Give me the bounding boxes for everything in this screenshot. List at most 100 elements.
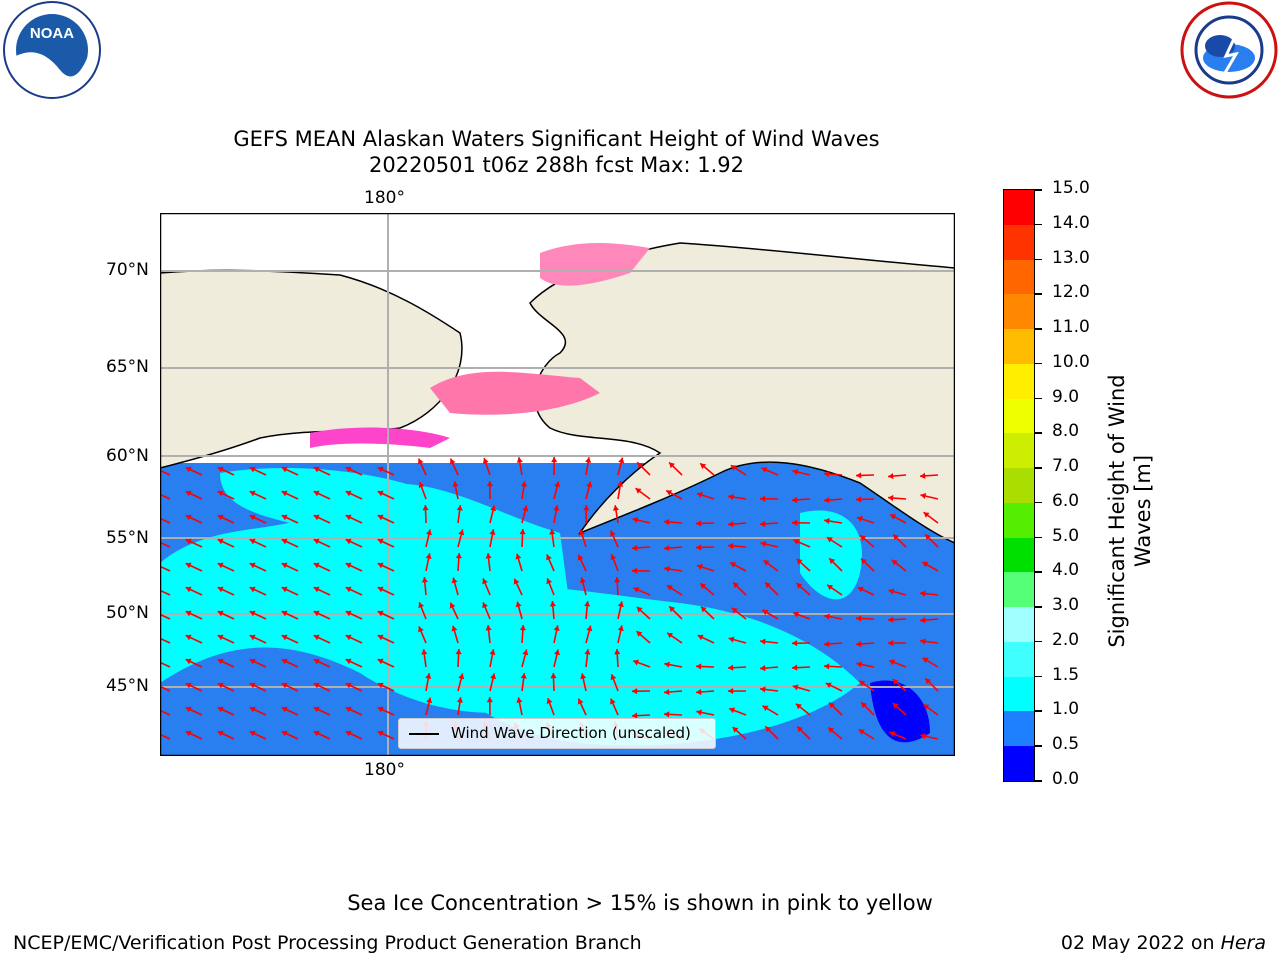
colorbar-segment [1004, 294, 1034, 330]
wind-wave-arrowhead [449, 458, 456, 465]
colorbar-tick-mark [1035, 467, 1042, 469]
colorbar-segment [1004, 189, 1034, 225]
wind-wave-arrowhead [888, 639, 894, 647]
wind-wave-arrowhead [856, 472, 862, 479]
wind-wave-arrowhead [762, 609, 769, 616]
wind-wave-arrowhead [696, 709, 703, 716]
wind-wave-arrowhead [632, 517, 639, 524]
wind-wave-arrowhead [458, 673, 465, 680]
wind-wave-arrowhead [417, 458, 424, 465]
colorbar-segment [1004, 537, 1034, 573]
colorbar-tick-mark [1035, 606, 1042, 608]
wind-wave-arrowhead [185, 514, 192, 521]
wind-wave-arrowhead [730, 465, 737, 471]
wind-wave-arrowhead [313, 706, 320, 713]
wind-wave-arrowhead [667, 632, 674, 639]
wind-wave-arrowhead [889, 659, 896, 666]
wind-wave-arrowhead [482, 457, 489, 464]
lon-label-top: 180° [364, 188, 405, 208]
wind-wave-arrowhead [313, 466, 320, 473]
wind-wave-arrowhead [185, 586, 192, 593]
wind-wave-arrowhead [729, 707, 736, 714]
wind-wave-arrowhead [893, 534, 899, 541]
wind-wave-arrowhead [636, 606, 643, 613]
map-legend: Wind Wave Direction (unscaled) [398, 718, 716, 749]
wind-wave-arrowhead [345, 466, 352, 473]
wind-wave-arrowhead [520, 673, 527, 679]
wind-wave-arrowhead [609, 698, 616, 705]
wind-wave-arrowhead [519, 529, 526, 535]
wind-wave-arrowhead [700, 606, 707, 613]
map-canvas [153, 212, 956, 757]
wind-wave-arrowhead [760, 665, 766, 672]
colorbar-segment [1004, 676, 1034, 712]
colorbar-segment [1004, 259, 1034, 295]
wind-wave-arrowhead [585, 457, 592, 463]
wind-wave-arrowhead [345, 730, 352, 737]
wind-wave-arrowhead [633, 659, 640, 666]
wind-wave-arrowhead [185, 706, 192, 713]
wind-wave-arrowhead [513, 578, 520, 585]
wind-wave-arrowhead [856, 640, 862, 648]
wind-wave-arrowhead [728, 542, 734, 550]
wind-wave-arrowhead [345, 490, 352, 497]
wind-wave-arrowhead [824, 470, 830, 478]
graticule [160, 213, 955, 756]
colorbar-tick-label: 4.0 [1052, 560, 1080, 581]
wind-wave-arrowhead [249, 514, 256, 521]
wind-wave-arrowhead [827, 584, 834, 591]
wind-wave-arrowhead [522, 649, 529, 656]
date-text: 02 May 2022 on Hera [1061, 932, 1266, 954]
wind-wave-arrowhead [377, 610, 384, 617]
wind-wave-arrowhead [584, 601, 591, 607]
wind-wave-arrowhead [313, 562, 320, 569]
wind-wave-arrowhead [760, 495, 766, 502]
wind-wave-arrowhead [249, 634, 256, 641]
colorbar-tick-mark [1035, 293, 1042, 295]
colorbar-tick-label: 1.0 [1052, 699, 1080, 720]
wind-wave-arrowhead [281, 610, 288, 617]
wind-wave-arrowhead [449, 602, 456, 609]
wind-wave-arrowhead [664, 545, 670, 552]
wind-wave-arrowhead [664, 566, 670, 573]
colorbar [1003, 189, 1035, 782]
wind-wave-arrowhead [920, 733, 927, 740]
ocean-field-deep-east [870, 680, 930, 743]
colorbar-segment [1004, 224, 1034, 260]
legend-line-sample [409, 733, 439, 735]
wind-wave-arrowhead [888, 616, 894, 623]
colorbar-tick-mark [1035, 189, 1042, 191]
wind-wave-arrowhead [920, 590, 926, 597]
wind-wave-arrowhead [763, 560, 770, 566]
wind-wave-arrowhead [451, 625, 458, 632]
wind-wave-arrowhead [731, 607, 738, 614]
wind-wave-arrowhead [858, 729, 865, 735]
wind-wave-arrowhead [313, 538, 320, 545]
wind-wave-arrowhead [792, 469, 799, 476]
wind-wave-arrowhead [217, 538, 224, 545]
colorbar-tick-mark [1035, 328, 1042, 330]
wind-wave-arrowhead [516, 697, 523, 704]
colorbar-tick-label: 0.5 [1052, 734, 1080, 755]
wind-wave-arrowhead [455, 649, 462, 655]
wind-wave-arrowhead [421, 577, 428, 583]
wind-wave-arrowhead [728, 494, 734, 501]
wind-wave-arrowhead [313, 586, 320, 593]
wind-wave-arrowhead [892, 679, 899, 685]
wind-wave-arrowhead [793, 611, 800, 618]
colorbar-tick-mark [1035, 710, 1042, 712]
wind-wave-arrowhead [636, 631, 643, 637]
wind-wave-arrowhead [696, 688, 702, 696]
wind-wave-arrowhead [377, 730, 384, 737]
lat-label-45: 45°N [106, 676, 149, 696]
colorbar-tick-label: 1.5 [1052, 664, 1080, 685]
wind-wave-arrowhead [696, 492, 703, 498]
wind-wave-arrowhead [761, 467, 768, 473]
wind-wave-arrowhead [486, 697, 493, 703]
wind-wave-arrowhead [664, 518, 670, 526]
wind-wave-arrowhead [892, 702, 899, 709]
wind-wave-arrowhead [185, 490, 192, 497]
wind-wave-arrowhead [489, 529, 496, 535]
map-panel: Wind Wave Direction (unscaled) [153, 212, 956, 757]
colorbar-label: Significant Height of Wind Waves [m] [1105, 374, 1155, 648]
